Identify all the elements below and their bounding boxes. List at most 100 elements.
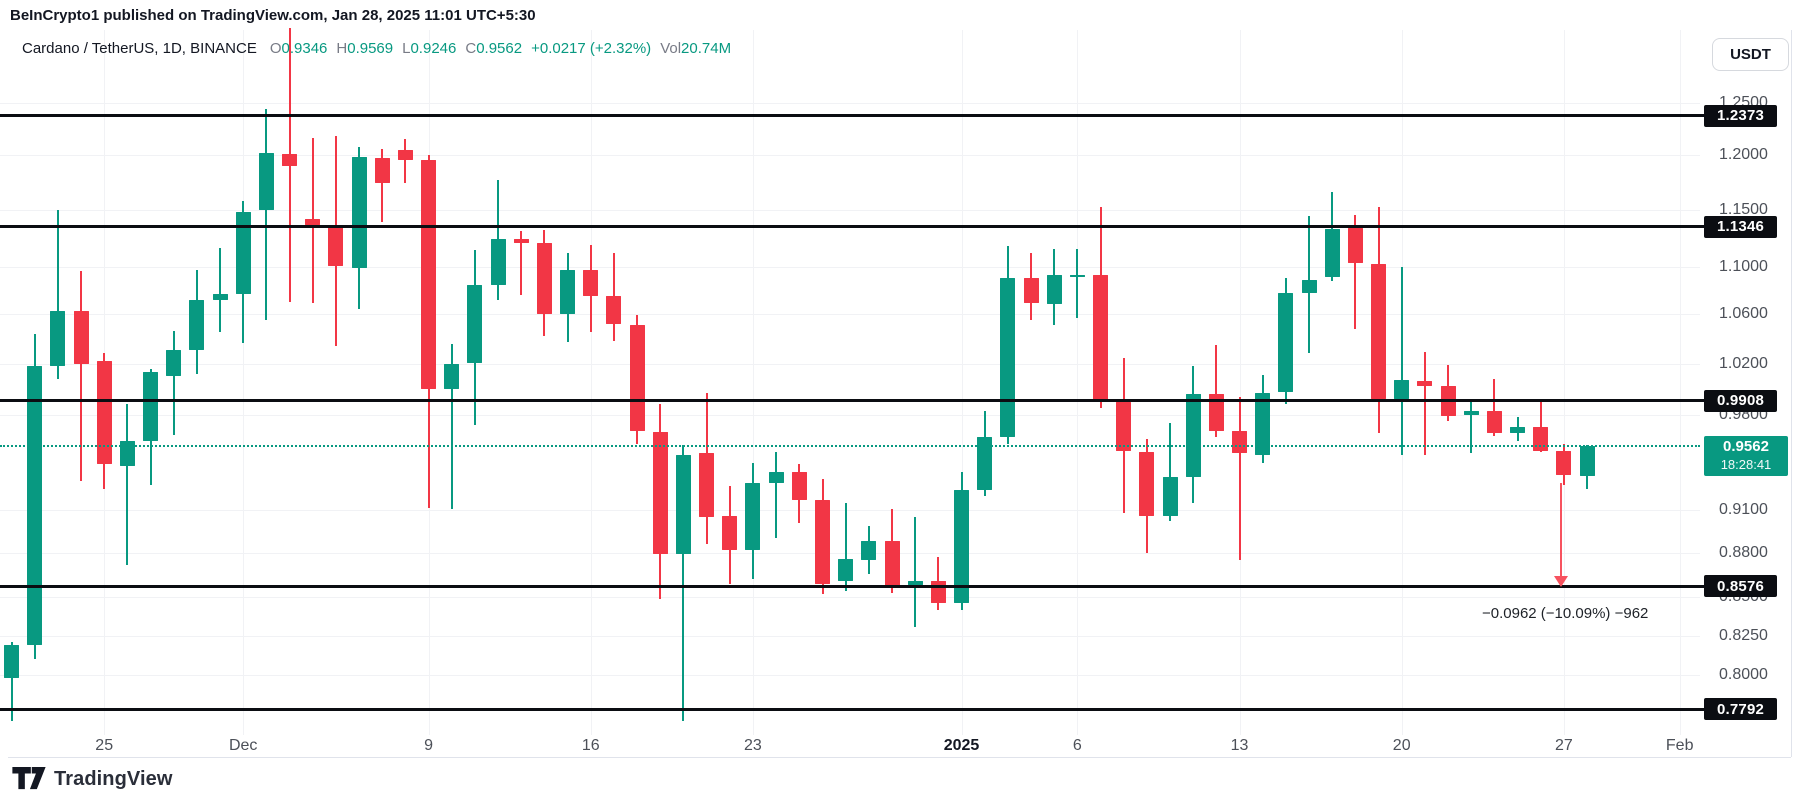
candle-body — [1394, 379, 1410, 400]
h-gridline — [0, 154, 1700, 156]
candle-body — [1000, 278, 1016, 438]
range-arrow-line[interactable] — [1559, 483, 1562, 577]
candle-body — [884, 541, 900, 587]
candle-body — [490, 238, 506, 286]
candle-wick — [404, 138, 407, 183]
scale-tick-label: 0.8800 — [1719, 543, 1768, 561]
currency-toggle-button[interactable]: USDT — [1712, 38, 1789, 71]
candle-body — [374, 158, 390, 183]
candle-wick — [265, 108, 268, 321]
candle-wick — [775, 452, 778, 539]
candle-body — [722, 515, 738, 551]
level-price-label: 0.9908 — [1704, 389, 1777, 412]
h-gridline — [0, 509, 1700, 511]
axis-right-border — [1791, 30, 1792, 757]
candle-body — [1185, 394, 1201, 477]
candle-wick — [1470, 401, 1473, 454]
current-price-label[interactable]: 0.9562 18:28:41 — [1704, 436, 1788, 476]
ohlc-close: C0.9562 — [465, 40, 523, 57]
time-tick-label: Dec — [228, 737, 258, 754]
candle-body — [444, 363, 460, 389]
ohlc-low: L0.9246 — [402, 40, 457, 57]
current-price-value: 0.9562 — [1723, 438, 1769, 455]
scale-tick-label: 1.0200 — [1719, 354, 1768, 372]
candle-wick — [1423, 352, 1426, 455]
candle-body — [1417, 381, 1433, 387]
time-tick-label: 9 — [424, 737, 434, 754]
level-line — [0, 707, 1706, 711]
price-range-annotation-label[interactable]: −0.0962 (−10.09%) −962 — [1482, 605, 1649, 622]
candle-wick — [844, 502, 847, 592]
candle-wick — [1400, 266, 1403, 455]
v-gridline — [1239, 30, 1241, 735]
time-tick-label: 6 — [1072, 737, 1082, 754]
candle-body — [1486, 410, 1502, 434]
range-arrow-head-icon — [1553, 576, 1568, 587]
candle-wick — [219, 248, 221, 333]
v-gridline — [752, 30, 754, 735]
candle-body — [1023, 278, 1039, 304]
ohlc-open: O0.9346 — [269, 40, 328, 57]
axis-bottom-border — [8, 757, 1791, 758]
candle-body — [1116, 401, 1132, 451]
candle-body — [745, 483, 761, 550]
time-tick-label: 27 — [1554, 737, 1573, 754]
candle-body — [815, 500, 830, 584]
ohlc-high: H0.9569 — [336, 40, 394, 57]
candle-body — [282, 153, 297, 166]
h-gridline — [0, 597, 1700, 599]
candle-body — [1208, 394, 1224, 431]
candle-wick — [172, 331, 175, 435]
candle-body — [699, 453, 715, 517]
symbol-legend: Cardano / TetherUS, 1D, BINANCE O0.9346 … — [22, 40, 731, 57]
chart-pane[interactable] — [0, 0, 1706, 758]
v-gridline — [1563, 30, 1565, 735]
candle-body — [1324, 228, 1340, 278]
candle-body — [328, 225, 344, 267]
time-tick-label: 2025 — [943, 737, 980, 754]
level-price-label: 0.7792 — [1704, 698, 1777, 720]
candle-body — [606, 296, 622, 324]
candle-body — [583, 270, 599, 297]
h-gridline — [0, 414, 1700, 416]
symbol-title[interactable]: Cardano / TetherUS, 1D, BINANCE — [22, 40, 257, 57]
candle-body — [791, 472, 807, 501]
candle-body — [1046, 274, 1062, 305]
candle-wick — [1076, 249, 1079, 318]
tradingview-logo[interactable]: TradingView — [12, 767, 173, 791]
h-gridline — [0, 363, 1700, 365]
v-gridline — [961, 30, 963, 735]
candle-wick — [381, 148, 384, 222]
candle-wick — [80, 271, 82, 481]
v-gridline — [1679, 30, 1681, 735]
candle-body — [1301, 279, 1317, 293]
time-tick-label: 16 — [581, 737, 600, 754]
candle-body — [119, 441, 135, 466]
candle-body — [1278, 292, 1294, 392]
candle-body — [907, 580, 923, 586]
candle-body — [629, 325, 645, 431]
scale-tick-label: 0.8250 — [1719, 626, 1768, 644]
candle-body — [1255, 392, 1271, 455]
candle-body — [1579, 446, 1595, 476]
candle-wick — [914, 517, 917, 627]
candle-wick — [10, 642, 13, 721]
candle-wick — [1215, 344, 1218, 438]
h-gridline — [0, 314, 1700, 316]
candle-body — [536, 243, 552, 315]
v-gridline — [1077, 30, 1079, 735]
candle-body — [143, 372, 158, 442]
attribution-text: BeInCrypto1 published on TradingView.com… — [10, 7, 536, 24]
candle-body — [397, 149, 413, 161]
h-gridline — [0, 552, 1700, 554]
scale-tick-label: 1.2000 — [1719, 145, 1768, 163]
candle-body — [235, 211, 251, 294]
v-gridline — [243, 30, 245, 735]
candle-body — [1510, 426, 1526, 434]
candle-body — [954, 490, 969, 604]
candle-body — [977, 437, 993, 491]
candle-body — [212, 293, 228, 300]
level-line — [0, 225, 1706, 229]
time-tick-label: 25 — [95, 737, 114, 754]
